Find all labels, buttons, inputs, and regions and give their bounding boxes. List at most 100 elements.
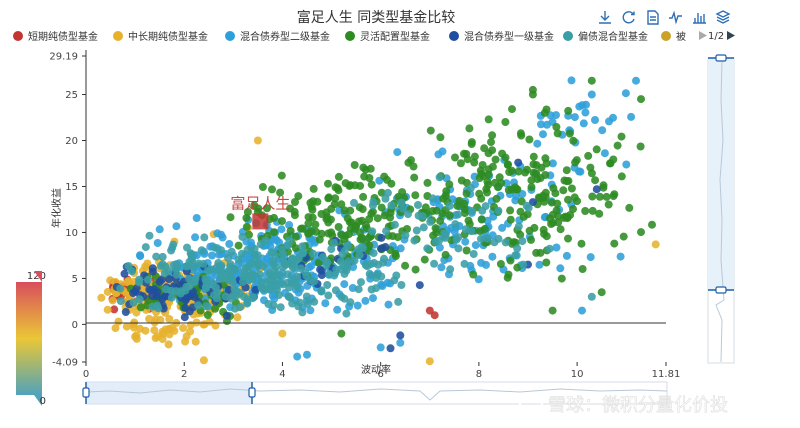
data-point[interactable]: [278, 217, 286, 226]
data-point[interactable]: [441, 250, 450, 259]
data-point[interactable]: [482, 260, 490, 269]
data-point[interactable]: [298, 249, 307, 258]
data-point[interactable]: [243, 263, 252, 272]
legend-item[interactable]: 混合债券型二级基金: [225, 30, 330, 43]
data-point[interactable]: [324, 179, 332, 188]
visual-map-bottom-handle[interactable]: [34, 395, 42, 406]
data-point[interactable]: [302, 292, 311, 301]
data-point[interactable]: [484, 170, 493, 179]
data-point[interactable]: [197, 246, 206, 255]
data-point[interactable]: [129, 323, 138, 332]
data-point[interactable]: [194, 259, 203, 268]
data-point[interactable]: [167, 293, 176, 302]
data-point[interactable]: [337, 200, 346, 209]
data-point[interactable]: [488, 252, 497, 261]
data-point[interactable]: [465, 124, 474, 133]
data-point[interactable]: [145, 231, 154, 240]
data-point[interactable]: [552, 111, 560, 120]
data-point[interactable]: [297, 224, 305, 233]
data-point[interactable]: [554, 218, 563, 227]
data-point[interactable]: [221, 292, 230, 301]
data-point[interactable]: [185, 307, 194, 316]
data-point[interactable]: [476, 234, 485, 243]
data-point[interactable]: [592, 145, 601, 154]
data-point[interactable]: [570, 193, 579, 202]
legend-item[interactable]: 偏债混合型基金: [563, 30, 648, 43]
data-point[interactable]: [170, 326, 179, 335]
y-data-zoom[interactable]: [707, 54, 735, 364]
data-point[interactable]: [600, 149, 609, 158]
data-point[interactable]: [475, 189, 484, 198]
data-point[interactable]: [306, 227, 315, 236]
data-point[interactable]: [501, 238, 510, 247]
data-point[interactable]: [131, 287, 140, 296]
data-point[interactable]: [579, 119, 588, 128]
data-point[interactable]: [551, 189, 560, 198]
data-point[interactable]: [451, 153, 459, 162]
data-point[interactable]: [488, 162, 497, 171]
data-point[interactable]: [564, 106, 573, 115]
data-point[interactable]: [247, 238, 255, 247]
data-point[interactable]: [191, 337, 200, 346]
data-point[interactable]: [577, 239, 586, 248]
data-point[interactable]: [368, 227, 377, 236]
data-point[interactable]: [576, 167, 585, 176]
data-point[interactable]: [270, 213, 278, 222]
data-point[interactable]: [264, 300, 273, 308]
data-point[interactable]: [250, 244, 259, 253]
data-point[interactable]: [350, 224, 359, 233]
data-point[interactable]: [373, 214, 382, 223]
data-point[interactable]: [460, 259, 469, 268]
data-point[interactable]: [586, 253, 595, 262]
data-point[interactable]: [164, 340, 173, 349]
data-point[interactable]: [267, 271, 276, 279]
data-point[interactable]: [571, 158, 580, 167]
data-point[interactable]: [394, 297, 403, 306]
data-point[interactable]: [331, 286, 340, 295]
data-point[interactable]: [144, 275, 152, 284]
data-point[interactable]: [619, 232, 628, 241]
data-point[interactable]: [357, 233, 366, 242]
data-point[interactable]: [553, 199, 562, 208]
data-point[interactable]: [513, 244, 522, 253]
data-point[interactable]: [183, 243, 191, 252]
legend-next-icon[interactable]: [727, 31, 735, 40]
data-point[interactable]: [141, 243, 150, 252]
data-point[interactable]: [383, 188, 392, 197]
data-point[interactable]: [200, 320, 209, 329]
data-point[interactable]: [355, 203, 364, 212]
data-point[interactable]: [542, 258, 551, 267]
data-point[interactable]: [255, 270, 264, 279]
data-point[interactable]: [365, 241, 374, 250]
data-point[interactable]: [513, 263, 522, 272]
data-point[interactable]: [521, 168, 530, 177]
data-point[interactable]: [357, 278, 365, 287]
data-point[interactable]: [454, 244, 463, 253]
data-point[interactable]: [217, 230, 226, 239]
data-point[interactable]: [471, 241, 480, 250]
data-point[interactable]: [621, 89, 630, 98]
data-point[interactable]: [148, 264, 157, 273]
data-point[interactable]: [274, 291, 283, 300]
data-point[interactable]: [152, 252, 161, 261]
data-point[interactable]: [469, 270, 478, 279]
data-point[interactable]: [514, 158, 523, 167]
data-point[interactable]: [528, 198, 537, 207]
x-zoom-handle-right[interactable]: [248, 382, 256, 404]
data-point[interactable]: [344, 257, 353, 266]
visual-map-top-handle[interactable]: [34, 271, 42, 282]
data-point[interactable]: [222, 311, 231, 320]
data-point[interactable]: [651, 240, 660, 249]
data-point[interactable]: [527, 235, 535, 244]
data-point[interactable]: [324, 193, 333, 202]
data-point[interactable]: [436, 216, 445, 225]
data-point[interactable]: [116, 297, 125, 306]
data-point[interactable]: [114, 317, 123, 326]
data-point[interactable]: [490, 178, 499, 187]
data-point[interactable]: [172, 260, 181, 269]
data-point[interactable]: [464, 216, 473, 225]
data-point[interactable]: [202, 277, 211, 286]
data-point[interactable]: [298, 242, 307, 251]
data-point[interactable]: [410, 236, 419, 245]
data-point[interactable]: [132, 308, 141, 317]
